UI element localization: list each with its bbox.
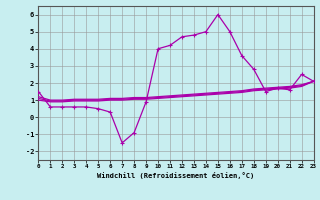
X-axis label: Windchill (Refroidissement éolien,°C): Windchill (Refroidissement éolien,°C) bbox=[97, 172, 255, 179]
